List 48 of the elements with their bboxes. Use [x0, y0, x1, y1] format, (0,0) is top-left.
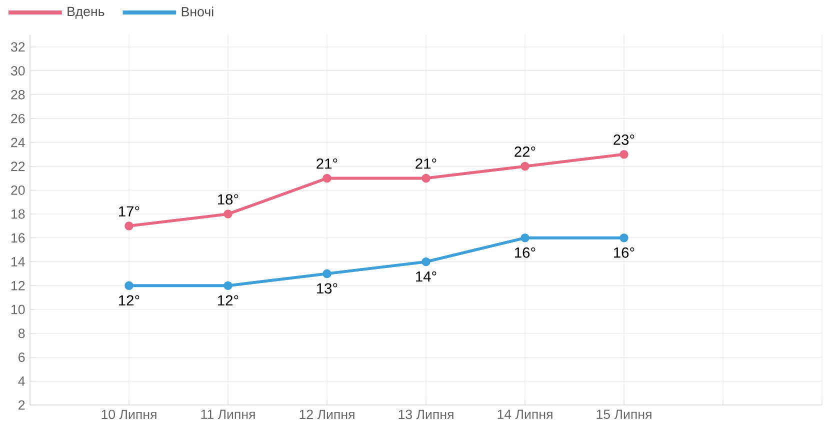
data-label: 12° [119, 295, 140, 306]
y-tick-label: 22 [11, 162, 25, 171]
point [520, 162, 530, 171]
data-label: 16° [515, 247, 536, 258]
legend-label: Вночі [182, 6, 214, 16]
y-tick-label: 16 [11, 233, 25, 243]
x-tick-label: 13 Липня [398, 410, 454, 420]
y-tick-label: 4 [18, 376, 25, 386]
y-tick-label: 12 [11, 280, 25, 290]
x-tick-label: 15 Липня [596, 410, 652, 420]
point [322, 174, 332, 183]
y-tick-label: 28 [11, 90, 25, 100]
y-tick-label: 6 [18, 352, 25, 362]
y-tick-label: 30 [10, 66, 25, 76]
data-label: 21° [416, 158, 436, 169]
x-tick-label: 14 Липня [498, 410, 552, 419]
point [520, 234, 530, 242]
point [422, 174, 430, 183]
point [124, 281, 134, 290]
y-tick-label: 8 [18, 328, 25, 338]
data-label: 23° [614, 134, 634, 145]
point [224, 210, 232, 218]
y-tick-label: 20 [11, 185, 25, 195]
data-label: 22° [514, 146, 536, 157]
legend-label: Вдень [68, 6, 104, 19]
data-label: 12° [218, 295, 238, 306]
data-label: 21° [316, 158, 338, 169]
y-tick-label: 10 [11, 304, 25, 314]
data-label: 16° [614, 247, 634, 258]
point [620, 150, 628, 159]
y-tick-label: 24 [11, 138, 25, 148]
x-tick-label: 10 Липня [102, 410, 156, 420]
point [124, 222, 134, 230]
point [224, 281, 232, 290]
y-tick-label: 32 [10, 42, 25, 52]
y-tick-label: 18 [11, 209, 25, 219]
x-tick-label: 11 Липня [201, 410, 255, 419]
y-tick-label: 2 [18, 400, 25, 410]
y-tick-label: 26 [11, 114, 25, 124]
data-label: 17° [119, 206, 140, 216]
y-tick-label: 14 [11, 257, 25, 266]
point [322, 269, 332, 278]
data-label: 18° [218, 194, 238, 205]
data-label: 13° [317, 283, 338, 294]
data-label: 14° [416, 271, 436, 282]
point [422, 257, 430, 266]
x-tick-label: 12 Липня [300, 410, 354, 420]
point [620, 234, 628, 242]
